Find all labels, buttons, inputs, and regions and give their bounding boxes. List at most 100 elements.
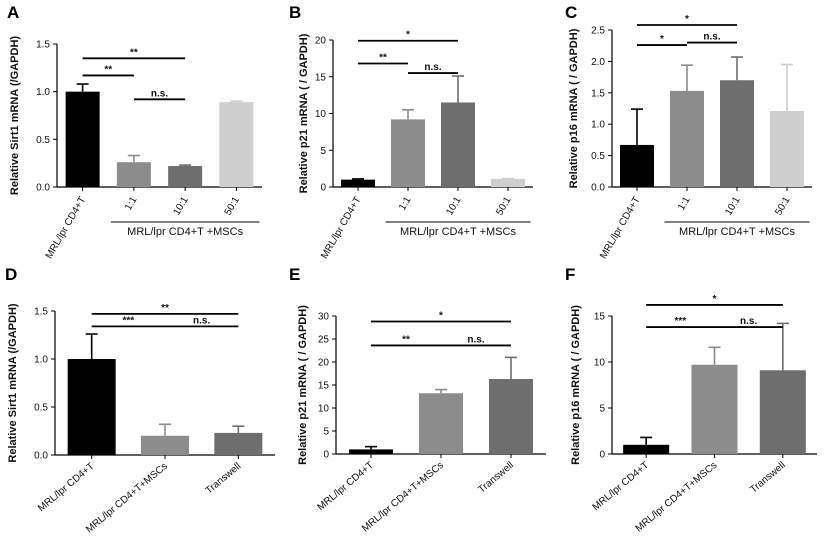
panel-c: C Relative p16 mRNA ( / GAPDH) 0.0 0.5 1.0 1.…	[565, 3, 812, 261]
bar-1	[620, 144, 654, 187]
bar-1	[67, 359, 116, 455]
bar-1	[623, 444, 670, 454]
panel-e: E Relative p21 mRNA ( / GAPDH) 0 5 10 15 20 25 3…	[289, 265, 546, 534]
y-tick-label: 10	[318, 404, 330, 415]
y-tick-label: 0	[320, 183, 326, 194]
significance-label: *	[406, 30, 410, 41]
bar-2	[670, 90, 704, 187]
category-label: 1:1	[676, 195, 693, 213]
bar-1	[341, 179, 375, 187]
category-label: Transwell	[748, 460, 788, 496]
bar-1	[349, 449, 393, 454]
group-label: MRL/lpr CD4+T +MSCs	[679, 226, 795, 238]
bar-3	[214, 432, 263, 455]
panel-letter: A	[7, 3, 19, 22]
y-tick-label: 1.5	[591, 88, 605, 99]
y-tick-label: 1.0	[591, 120, 605, 131]
panel-letter: F	[565, 265, 575, 284]
significance-label: n.s.	[424, 62, 441, 73]
y-tick-label: 20	[318, 358, 330, 369]
bar-2	[391, 119, 425, 187]
category-label: 1:1	[123, 195, 140, 213]
y-axis-label: Relative p21 mRNA ( / GAPDH)	[298, 33, 310, 193]
bar-3	[168, 166, 203, 187]
y-tick-label: 30	[318, 312, 330, 323]
bar-2	[141, 435, 189, 455]
category-label: MRL/lpr CD4+T	[44, 195, 88, 261]
category-label: MRL/lpr CD4+T	[591, 460, 652, 513]
group-label: MRL/lpr CD4+T +MSCs	[127, 226, 243, 238]
y-axis-label: Relative p16 mRNA ( / GAPDH)	[570, 305, 582, 465]
y-tick-label: 0.0	[591, 183, 605, 194]
y-tick-label: 15	[318, 381, 330, 392]
significance-label: **	[104, 64, 112, 75]
y-tick-label: 1.0	[36, 87, 50, 98]
y-tick-label: 10	[315, 109, 327, 120]
y-tick-label: 0.0	[36, 183, 50, 194]
bar-3	[441, 102, 475, 187]
category-label: 10:1	[723, 195, 742, 218]
y-tick-label: 0.5	[36, 135, 50, 146]
significance-label: ***	[674, 316, 686, 327]
significance-label: *	[713, 294, 717, 305]
panel-letter: B	[289, 3, 301, 22]
panel-letter: C	[565, 3, 577, 22]
y-tick-label: 1.5	[34, 307, 48, 318]
y-tick-label: 2.0	[591, 57, 605, 68]
category-label: 50:1	[494, 195, 513, 218]
y-tick-label: 15	[594, 312, 606, 323]
bar-3	[489, 379, 533, 454]
bar-2	[691, 364, 738, 454]
category-label: 50:1	[773, 195, 792, 218]
y-tick-label: 1.0	[34, 355, 48, 366]
y-tick-label: 1.5	[36, 40, 50, 51]
significance-label: **	[130, 47, 138, 58]
y-axis-label: Relative p16 mRNA ( / GAPDH)	[568, 28, 580, 188]
category-label: 10:1	[171, 195, 190, 218]
y-tick-label: 5	[320, 146, 326, 157]
significance-label: n.s.	[151, 88, 168, 99]
significance-label: **	[402, 334, 410, 345]
bar-3	[759, 370, 806, 454]
y-axis-label: Relative p21 mRNA ( / GAPDH)	[297, 305, 309, 465]
category-label: MRL/lpr CD4+T	[36, 461, 97, 514]
panel-letter: D	[5, 265, 17, 284]
category-label: MRL/lpr CD4+T+MSCs	[84, 461, 170, 536]
group-label: MRL/lpr CD4+T +MSCs	[400, 226, 516, 238]
bar-1	[65, 91, 100, 187]
significance-label: **	[379, 53, 387, 64]
significance-label: n.s.	[467, 334, 484, 345]
bar-2	[419, 393, 463, 454]
bar-4	[491, 178, 525, 187]
y-tick-label: 0.0	[34, 451, 48, 462]
y-tick-label: 0	[323, 450, 329, 461]
y-tick-label: 5	[323, 427, 329, 438]
y-axis-label: Relative Sirt1 mRNA (/GAPDH)	[9, 36, 21, 195]
y-tick-label: 0.5	[34, 403, 48, 414]
bar-4	[219, 102, 254, 187]
significance-label: *	[660, 34, 664, 45]
significance-label: ***	[122, 315, 134, 326]
significance-label: *	[439, 311, 443, 322]
panel-f: F Relative p16 mRNA ( / GAPDH) 0 5 10 15 MRL/l…	[565, 265, 817, 534]
category-label: Transwell	[204, 461, 244, 497]
panel-b: B Relative p21 mRNA ( / GAPDH) 0 5 10 15 20 MRL…	[289, 3, 533, 261]
significance-label: n.s.	[740, 316, 757, 327]
bar-2	[116, 162, 151, 187]
y-tick-label: 0.5	[591, 151, 605, 162]
category-label: MRL/lpr CD4+T	[319, 195, 363, 261]
significance-label: n.s.	[703, 32, 720, 43]
category-label: 50:1	[223, 195, 242, 218]
category-label: 1:1	[397, 195, 414, 213]
bar-4	[770, 111, 804, 187]
y-tick-label: 2.5	[591, 26, 605, 37]
panel-d: D Relative Sirt1 mRNA (/GAPDH) 0.0 0.5 1.0 1.…	[5, 265, 275, 535]
y-tick-label: 20	[315, 36, 327, 47]
bar-3	[720, 80, 754, 187]
significance-label: *	[685, 14, 689, 25]
panel-a: A Relative Sirt1 mRNA (/GAPDH) 0.0 0.5 1.0 1.…	[7, 3, 262, 261]
category-label: Transwell	[476, 460, 516, 496]
y-tick-label: 0	[599, 450, 605, 461]
y-tick-label: 15	[315, 72, 327, 83]
